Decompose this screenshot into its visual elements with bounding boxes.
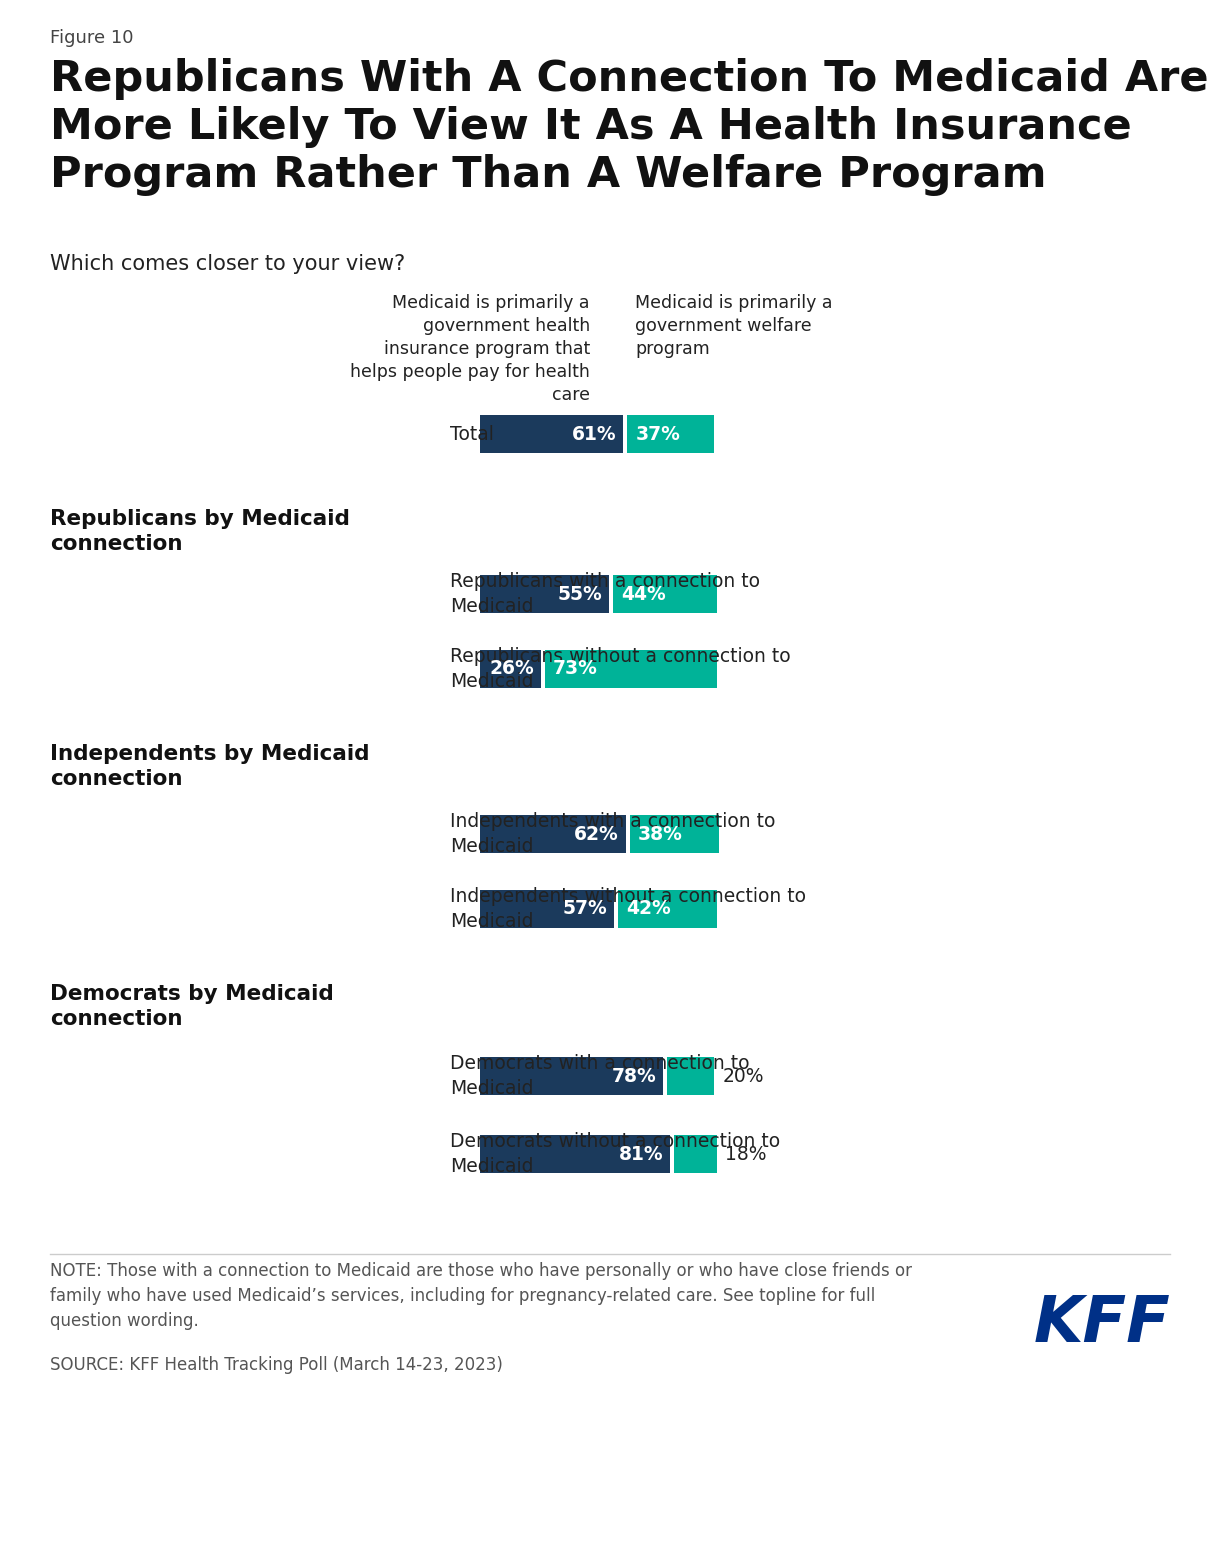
Text: 38%: 38%	[638, 825, 682, 844]
Text: 18%: 18%	[725, 1144, 766, 1164]
Text: Democrats without a connection to
Medicaid: Democrats without a connection to Medica…	[450, 1133, 780, 1176]
Text: Figure 10: Figure 10	[50, 30, 133, 47]
Bar	[545, 650, 716, 688]
Text: 26%: 26%	[489, 659, 534, 679]
Text: 61%: 61%	[572, 424, 616, 443]
Text: 81%: 81%	[619, 1144, 664, 1164]
Text: 78%: 78%	[611, 1066, 656, 1086]
Bar	[630, 814, 719, 853]
Bar	[479, 814, 626, 853]
Text: Independents with a connection to
Medicaid: Independents with a connection to Medica…	[450, 813, 776, 856]
Text: 55%: 55%	[558, 584, 603, 603]
Text: 20%: 20%	[722, 1066, 764, 1086]
Text: Republicans by Medicaid
connection: Republicans by Medicaid connection	[50, 510, 350, 553]
Text: Independents by Medicaid
connection: Independents by Medicaid connection	[50, 744, 370, 789]
Text: Republicans with a connection to
Medicaid: Republicans with a connection to Medicai…	[450, 572, 760, 615]
Text: 44%: 44%	[621, 584, 666, 603]
Text: Medicaid is primarily a
government health
insurance program that
helps people pa: Medicaid is primarily a government healt…	[350, 294, 590, 404]
Bar	[479, 890, 614, 928]
Text: KFF: KFF	[1033, 1293, 1170, 1355]
Bar	[479, 650, 542, 688]
Text: Republicans With A Connection To Medicaid Are
More Likely To View It As A Health: Republicans With A Connection To Medicai…	[50, 57, 1209, 196]
Text: NOTE: Those with a connection to Medicaid are those who have personally or who h: NOTE: Those with a connection to Medicai…	[50, 1262, 913, 1330]
Text: Total: Total	[450, 424, 494, 443]
Bar	[479, 1134, 670, 1173]
Bar	[479, 1057, 664, 1096]
Text: 42%: 42%	[626, 900, 671, 918]
Text: Independents without a connection to
Medicaid: Independents without a connection to Med…	[450, 887, 806, 931]
Bar	[627, 415, 714, 454]
Text: SOURCE: KFF Health Tracking Poll (March 14-23, 2023): SOURCE: KFF Health Tracking Poll (March …	[50, 1357, 503, 1374]
Text: 73%: 73%	[553, 659, 598, 679]
Text: 57%: 57%	[562, 900, 608, 918]
Bar	[479, 575, 609, 612]
Bar	[675, 1134, 716, 1173]
Bar	[479, 415, 623, 454]
Text: Medicaid is primarily a
government welfare
program: Medicaid is primarily a government welfa…	[636, 294, 833, 357]
Text: Republicans without a connection to
Medicaid: Republicans without a connection to Medi…	[450, 648, 791, 690]
Bar	[667, 1057, 714, 1096]
Text: 62%: 62%	[573, 825, 619, 844]
Text: Which comes closer to your view?: Which comes closer to your view?	[50, 253, 405, 274]
Text: Democrats with a connection to
Medicaid: Democrats with a connection to Medicaid	[450, 1054, 749, 1097]
Bar	[614, 575, 716, 612]
Bar	[619, 890, 716, 928]
Text: 37%: 37%	[636, 424, 681, 443]
Text: Democrats by Medicaid
connection: Democrats by Medicaid connection	[50, 984, 334, 1029]
